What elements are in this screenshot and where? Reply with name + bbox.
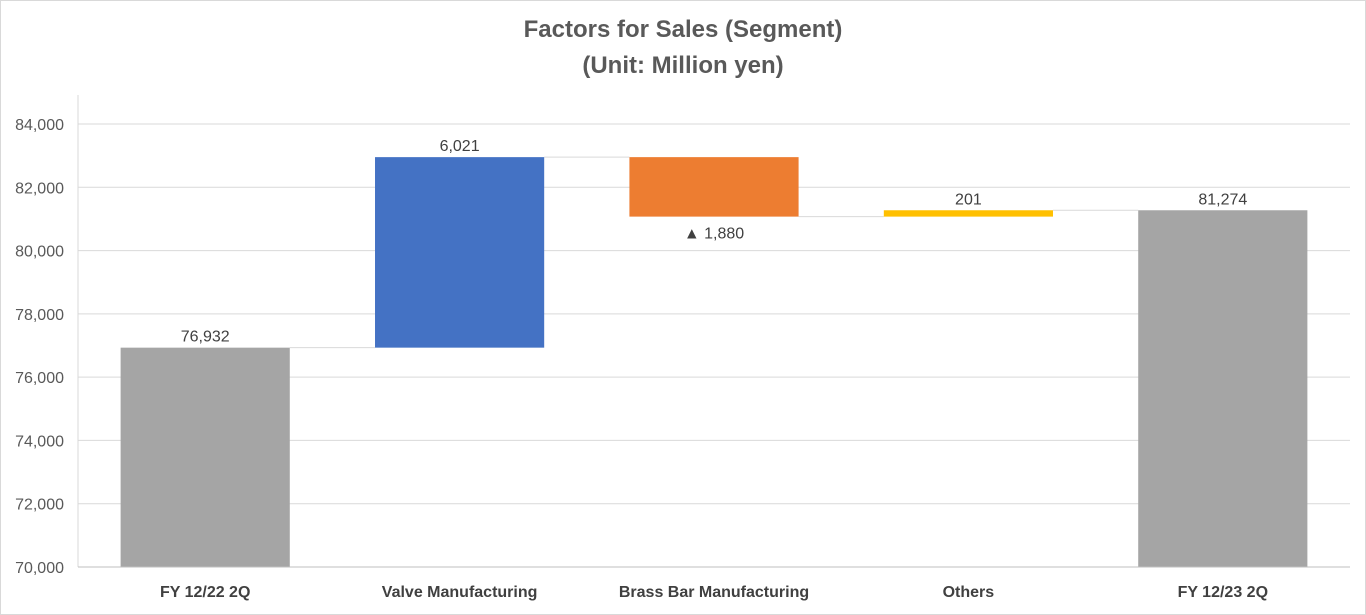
data-label: 201	[955, 191, 982, 208]
bar	[629, 157, 799, 217]
data-label: 6,021	[440, 138, 480, 155]
category-label: Others	[943, 584, 995, 601]
y-tick-label: 80,000	[15, 244, 64, 261]
y-tick-label: 78,000	[15, 307, 64, 324]
data-label: ▲ 1,880	[684, 226, 744, 243]
labels: 76,932 FY 12/22 2Q 6,021 Valve Manufacturin…	[160, 138, 1268, 601]
bar	[120, 347, 290, 567]
chart-subtitle: (Unit: Million yen)	[582, 52, 784, 79]
bar	[883, 210, 1053, 217]
y-tick-label: 84,000	[15, 117, 64, 134]
bars	[120, 157, 1308, 567]
connectors	[289, 156, 1139, 349]
axes: 70,000 72,000 74,000 76,000 78,000 80,000 82,0…	[15, 95, 1350, 577]
data-label: 81,274	[1198, 191, 1247, 208]
bar	[1138, 210, 1308, 567]
category-label: Valve Manufacturing	[382, 584, 538, 601]
y-tick-label: 76,000	[15, 370, 64, 387]
data-label: 76,932	[181, 329, 230, 346]
chart-title: Factors for Sales (Segment)	[523, 16, 843, 43]
category-label: Brass Bar Manufacturing	[619, 584, 809, 601]
y-tick-label: 74,000	[15, 433, 64, 450]
category-label: FY 12/23 2Q	[1178, 584, 1268, 601]
bar	[375, 157, 545, 348]
y-tick-label: 72,000	[15, 497, 64, 514]
category-label: FY 12/22 2Q	[160, 584, 250, 601]
y-tick-label: 70,000	[15, 560, 64, 577]
y-tick-label: 82,000	[15, 180, 64, 197]
